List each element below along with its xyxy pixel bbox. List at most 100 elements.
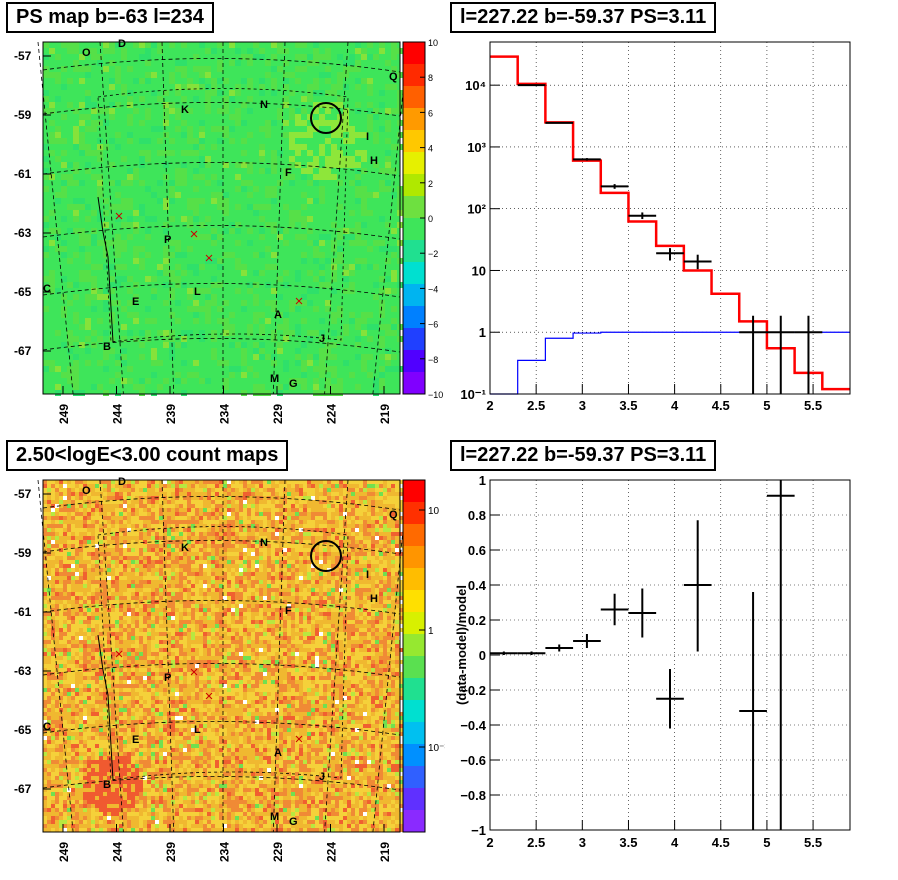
residual-point-1 <box>518 652 546 656</box>
x-tick-label: 224 <box>325 842 339 862</box>
source-label-G: G <box>289 816 298 828</box>
y-tick-label: -61 <box>14 605 32 619</box>
residual-point-7 <box>684 520 712 651</box>
y-tick-label: −0.4 <box>460 718 486 733</box>
spectrum-grid <box>490 42 850 394</box>
residual-point-0 <box>490 652 518 656</box>
colorbar-segment <box>403 152 425 175</box>
colorbar-tick-label: 1 <box>428 626 434 637</box>
x-tick-label: 239 <box>164 842 178 862</box>
spectrum-data-point-9 <box>795 316 823 394</box>
source-label-Q: Q <box>389 509 398 521</box>
colorbar-segment <box>403 788 425 811</box>
y-tick-label: -63 <box>14 226 32 240</box>
y-tick-label: −1 <box>471 823 486 838</box>
colorbar-tick-label: 6 <box>428 108 433 118</box>
colorbar-segment <box>403 502 425 525</box>
colorbar-segment <box>403 262 425 285</box>
source-label-P: P <box>164 672 171 684</box>
source-label-N: N <box>260 99 268 111</box>
colorbar-segment <box>403 546 425 569</box>
colorbar-segment <box>403 174 425 197</box>
colorbar-segment <box>403 722 425 745</box>
residual-point-8 <box>739 592 767 830</box>
source-label-I: I <box>366 569 369 581</box>
source-label-P: P <box>164 234 171 246</box>
source-label-Q: Q <box>389 71 398 83</box>
colorbar-segment <box>403 700 425 723</box>
source-label-A: A <box>274 747 282 759</box>
source-label-C: C <box>43 283 51 295</box>
y-tick-label: -61 <box>14 167 32 181</box>
x-tick-label: 239 <box>164 404 178 424</box>
x-tick-label: 3 <box>579 398 586 413</box>
x-tick-label: 4 <box>671 835 679 850</box>
y-tick-label: 0.6 <box>468 543 486 558</box>
residual-point-6 <box>656 669 684 729</box>
spectrum-step-line-0 <box>490 57 850 389</box>
y-tick-label: -63 <box>14 664 32 678</box>
residual-point-4 <box>601 594 629 626</box>
x-tick-label: 2.5 <box>527 398 545 413</box>
ps-map-title: PS map b=-63 l=234 <box>6 2 214 33</box>
colorbar-segment <box>403 350 425 373</box>
colorbar-tick-label: −2 <box>428 249 438 259</box>
y-tick-label: 0.8 <box>468 508 486 523</box>
x-tick-label: 234 <box>218 842 232 862</box>
x-tick-label: 5 <box>763 835 770 850</box>
spectrum-data-point-6 <box>684 255 712 269</box>
y-tick-label: 0 <box>479 648 486 663</box>
y-tick-label: −0.6 <box>460 753 486 768</box>
source-label-M: M <box>270 373 279 385</box>
colorbar-segment <box>403 810 425 833</box>
x-tick-label: 2 <box>486 835 493 850</box>
source-label-F: F <box>285 605 292 617</box>
x-tick-label: 3 <box>579 835 586 850</box>
source-label-B: B <box>103 341 111 353</box>
spectrum-data-point-7 <box>739 316 767 394</box>
y-tick-label: 10⁴ <box>465 78 486 93</box>
source-label-F: F <box>285 167 292 179</box>
colorbar-segment <box>403 612 425 635</box>
y-tick-label: -57 <box>14 49 32 63</box>
spectrum-frame <box>490 42 850 394</box>
y-tick-label: −0.8 <box>460 788 486 803</box>
y-tick-label: 10² <box>467 202 486 217</box>
colorbar-segment <box>403 196 425 219</box>
x-tick-label: 5.5 <box>804 398 822 413</box>
colorbar-tick-label: 10 <box>428 506 440 517</box>
colorbar-segment <box>403 240 425 263</box>
colorbar-segment <box>403 656 425 679</box>
colorbar-tick-label: −10 <box>428 390 443 400</box>
colorbar-segment <box>403 64 425 87</box>
source-label-E: E <box>132 296 139 308</box>
y-tick-label: 0.4 <box>468 578 487 593</box>
x-tick-label: 3.5 <box>619 835 637 850</box>
colorbar-segment <box>403 372 425 395</box>
y-tick-label: -67 <box>14 782 32 796</box>
x-tick-label: 229 <box>271 842 285 862</box>
y-tick-label: -67 <box>14 344 32 358</box>
spectrum-data-point-2 <box>573 158 601 161</box>
colorbar-tick-label: −8 <box>428 355 438 365</box>
colorbar-segment <box>403 480 425 503</box>
source-label-A: A <box>274 309 282 321</box>
source-label-H: H <box>370 155 378 167</box>
x-tick-label: 224 <box>325 404 339 424</box>
source-label-L: L <box>194 724 201 736</box>
y-tick-label: -65 <box>14 723 32 737</box>
colorbar-segment <box>403 306 425 329</box>
source-label-C: C <box>43 721 51 733</box>
x-tick-label: 4.5 <box>712 398 730 413</box>
source-label-K: K <box>181 542 189 554</box>
colorbar-tick-label: 8 <box>428 73 433 83</box>
colorbar-segment <box>403 524 425 547</box>
source-label-O: O <box>82 47 91 59</box>
x-tick-label: 3.5 <box>619 398 637 413</box>
